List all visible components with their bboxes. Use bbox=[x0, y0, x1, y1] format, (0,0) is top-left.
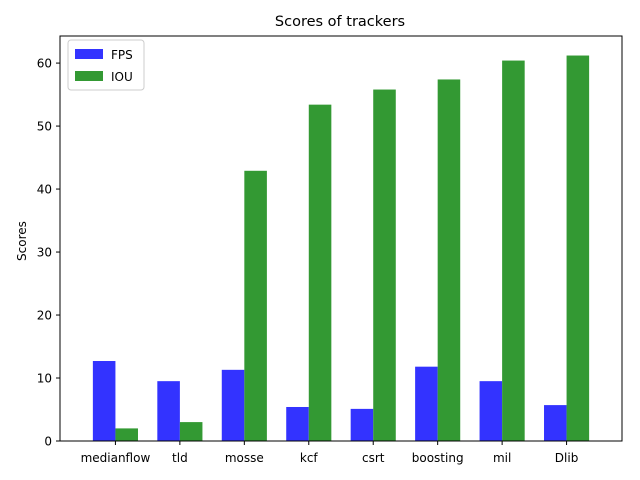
y-tick-label: 40 bbox=[37, 183, 52, 197]
x-tick-label: medianflow bbox=[81, 451, 151, 465]
bar-fps-dlib bbox=[544, 405, 567, 441]
y-tick-label: 20 bbox=[37, 309, 52, 323]
bar-fps-tld bbox=[157, 381, 180, 441]
bar-iou-medianflow bbox=[115, 428, 138, 441]
x-tick-label: Dlib bbox=[555, 451, 579, 465]
y-tick-label: 50 bbox=[37, 120, 52, 134]
y-tick-label: 30 bbox=[37, 246, 52, 260]
x-axis-ticks: medianflow tld mosse kcf csrt boosting mil Dlib bbox=[81, 441, 579, 465]
bar-iou-mil bbox=[502, 60, 525, 442]
bar-iou-csrt bbox=[373, 89, 396, 441]
bar-iou-mosse bbox=[244, 170, 267, 442]
bar-iou-tld bbox=[179, 422, 203, 441]
legend-label-iou: IOU bbox=[111, 70, 133, 84]
bar-fps-mil bbox=[479, 381, 503, 441]
x-tick-label: mil bbox=[493, 451, 511, 465]
bar-fps-kcf bbox=[286, 406, 309, 441]
legend-label-fps: FPS bbox=[111, 48, 133, 62]
bar-fps-boosting bbox=[415, 366, 438, 441]
y-tick-label: 60 bbox=[37, 57, 52, 71]
bar-fps-csrt bbox=[350, 408, 374, 441]
plot-area-frame bbox=[59, 35, 623, 442]
bars-group bbox=[92, 55, 590, 442]
legend: FPS IOU bbox=[67, 39, 145, 91]
x-tick-label: mosse bbox=[225, 451, 264, 465]
y-tick-label: 10 bbox=[37, 372, 52, 386]
legend-swatch-iou bbox=[75, 71, 103, 81]
bar-iou-kcf bbox=[308, 104, 332, 442]
x-tick-label: kcf bbox=[300, 451, 319, 465]
chart-title: Scores of trackers bbox=[275, 14, 405, 30]
x-tick-label: csrt bbox=[362, 451, 385, 465]
x-tick-label: boosting bbox=[412, 451, 464, 465]
bar-fps-medianflow bbox=[92, 361, 116, 441]
bar-iou-boosting bbox=[437, 79, 461, 442]
bar-iou-dlib bbox=[566, 55, 590, 441]
y-axis-label: Scores bbox=[15, 221, 29, 261]
bar-fps-mosse bbox=[221, 369, 245, 441]
y-axis-ticks: 0 10 20 30 40 50 60 bbox=[37, 57, 60, 449]
y-tick-label: 0 bbox=[44, 435, 52, 449]
x-tick-label: tld bbox=[172, 451, 188, 465]
legend-swatch-fps bbox=[75, 49, 103, 59]
